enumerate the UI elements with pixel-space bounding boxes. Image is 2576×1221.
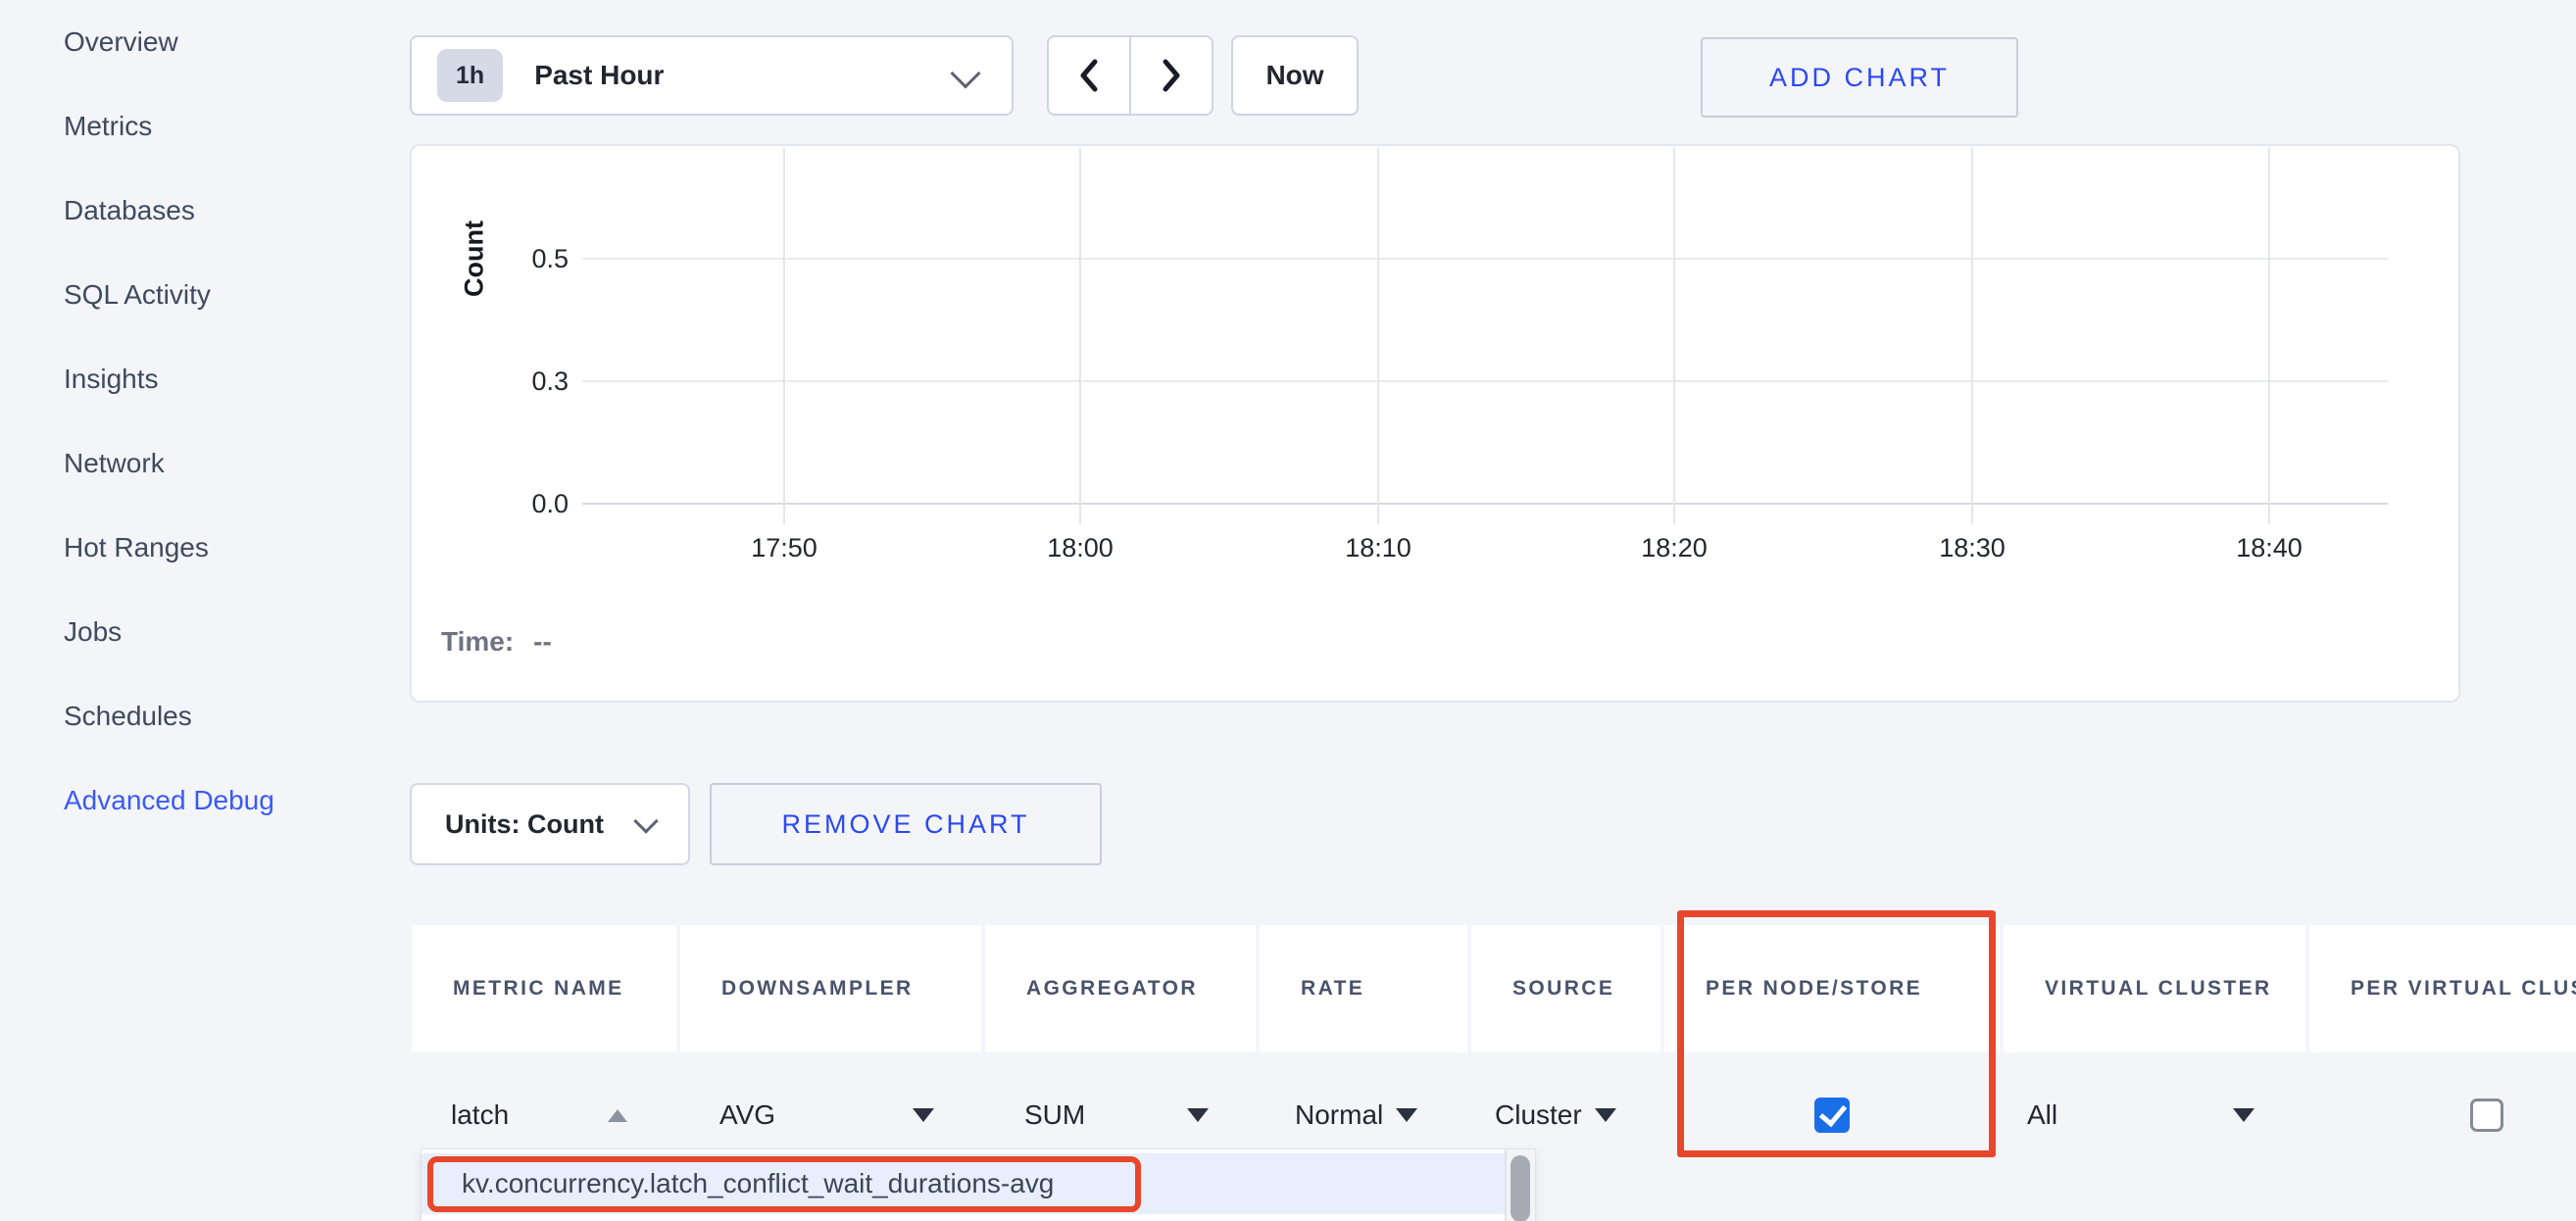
aggregator-select[interactable]: SUM	[985, 1051, 1256, 1179]
caret-down-icon	[913, 1108, 934, 1122]
gridline-x-1810	[1377, 148, 1379, 524]
column-header-virtual-cluster: VIRTUAL CLUSTER	[2004, 925, 2305, 1052]
column-header-downsampler: DOWNSAMPLER	[680, 925, 981, 1052]
sidebar-item-network[interactable]: Network	[64, 448, 165, 478]
x-tick-label: 17:50	[751, 533, 817, 562]
metric-name-cell: latch	[412, 1051, 676, 1179]
x-tick-label: 18:10	[1345, 533, 1412, 562]
chevron-right-icon	[1163, 59, 1180, 92]
metric-suggestion-item[interactable]: kv.concurrency.latch_conflict_wait_durat…	[421, 1153, 1506, 1214]
sidebar-item-advanced-debug[interactable]: Advanced Debug	[64, 785, 274, 815]
x-tick-label: 18:30	[1939, 533, 2006, 562]
caret-down-icon	[1594, 1108, 1616, 1122]
per-node-store-cell	[1664, 1051, 2000, 1179]
custom-chart-card: Count 0.5 0.3 0.0 17:50 18:00 18:10 18:2…	[410, 144, 2460, 703]
timescale-dropdown[interactable]: 1h Past Hour	[410, 35, 1014, 116]
chevron-down-icon	[950, 58, 981, 89]
source-select[interactable]: Cluster	[1471, 1051, 1660, 1179]
downsampler-value: AVG	[719, 1099, 776, 1130]
rate-select[interactable]: Normal	[1260, 1051, 1467, 1179]
caret-down-icon	[2233, 1108, 2254, 1122]
source-value: Cluster	[1495, 1099, 1582, 1130]
downsampler-select[interactable]: AVG	[680, 1051, 981, 1179]
x-tick-label: 18:40	[2236, 533, 2303, 562]
per-virtual-cluster-checkbox[interactable]	[2470, 1099, 2503, 1132]
sidebar: Overview Metrics Databases SQL Activity …	[0, 0, 410, 843]
prev-time-button[interactable]	[1047, 35, 1130, 116]
gridline-x-1800	[1079, 148, 1081, 524]
gridline-x-1830	[1971, 148, 1973, 524]
metric-table-row: latch AVG SUM Normal Cluster All	[412, 1051, 2576, 1179]
sidebar-item-insights[interactable]: Insights	[64, 364, 159, 394]
chevron-left-icon	[1080, 59, 1098, 92]
per-node-store-checkbox[interactable]	[1814, 1098, 1850, 1133]
gridline-y-00	[582, 503, 2388, 505]
next-time-button[interactable]	[1130, 35, 1214, 116]
per-virtual-cluster-cell	[2309, 1051, 2576, 1179]
sidebar-item-hot-ranges[interactable]: Hot Ranges	[64, 532, 209, 562]
virtual-cluster-select[interactable]: All	[2004, 1051, 2305, 1179]
timescale-badge: 1h	[437, 49, 504, 102]
sidebar-item-databases[interactable]: Databases	[64, 195, 195, 225]
caret-down-icon	[1187, 1108, 1209, 1122]
gridline-y-03	[582, 380, 2388, 382]
dropdown-scrollbar[interactable]	[1505, 1149, 1535, 1221]
y-tick-label: 0.5	[531, 244, 569, 273]
gridline-x-1750	[783, 148, 785, 524]
column-header-aggregator: AGGREGATOR	[985, 925, 1256, 1052]
metric-name-input[interactable]: latch	[451, 1099, 510, 1130]
hover-time-readout: Time: --	[441, 626, 552, 658]
metric-table-header: METRIC NAME DOWNSAMPLER AGGREGATOR RATE …	[412, 925, 2576, 1052]
y-tick-label: 0.3	[531, 366, 569, 396]
add-chart-button[interactable]: ADD CHART	[1701, 37, 2018, 118]
column-header-per-node-store: PER NODE/STORE	[1664, 925, 2000, 1052]
column-header-metric-name: METRIC NAME	[412, 925, 676, 1052]
time-pager	[1047, 35, 1214, 116]
column-header-rate: RATE	[1260, 925, 1467, 1052]
caret-down-icon	[1396, 1108, 1418, 1122]
rate-value: Normal	[1295, 1099, 1384, 1130]
sort-up-icon[interactable]	[608, 1108, 627, 1122]
remove-chart-button[interactable]: REMOVE CHART	[710, 783, 1102, 865]
gridline-y-05	[582, 258, 2388, 260]
units-label: Units: Count	[445, 808, 604, 839]
x-tick-label: 18:20	[1641, 533, 1708, 562]
metric-suggestion-dropdown: kv.concurrency.latch_conflict_wait_durat…	[421, 1148, 1536, 1221]
time-label: Time:	[441, 626, 515, 657]
x-tick-label: 18:00	[1047, 533, 1114, 562]
chevron-down-icon	[633, 808, 659, 834]
sidebar-item-sql-activity[interactable]: SQL Activity	[64, 279, 211, 310]
column-header-source: SOURCE	[1471, 925, 1660, 1052]
virtual-cluster-value: All	[2027, 1099, 2058, 1130]
time-value: --	[533, 626, 552, 657]
timescale-label: Past Hour	[534, 60, 665, 90]
now-button[interactable]: Now	[1231, 35, 1359, 116]
sidebar-item-metrics[interactable]: Metrics	[64, 111, 153, 141]
sidebar-item-schedules[interactable]: Schedules	[64, 701, 192, 731]
gridline-x-1840	[2268, 148, 2270, 524]
column-header-per-virtual-cluster: PER VIRTUAL CLUSTER	[2309, 925, 2576, 1052]
y-tick-label: 0.0	[531, 489, 569, 518]
sidebar-item-overview[interactable]: Overview	[64, 26, 178, 57]
scrollbar-thumb[interactable]	[1511, 1155, 1530, 1221]
gridline-x-1820	[1673, 148, 1675, 524]
units-dropdown[interactable]: Units: Count	[410, 783, 690, 865]
sidebar-item-jobs[interactable]: Jobs	[64, 616, 123, 647]
aggregator-value: SUM	[1024, 1099, 1086, 1130]
